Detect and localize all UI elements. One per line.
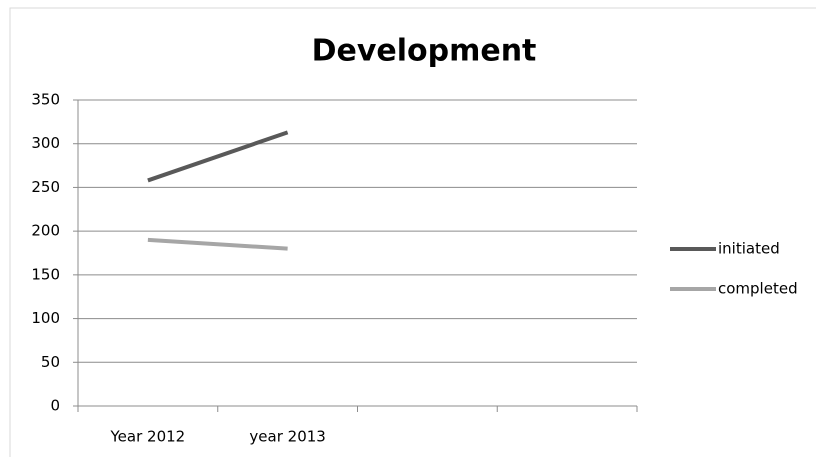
y-tick-label: 150 — [31, 265, 60, 283]
x-tick-label: year 2013 — [249, 428, 325, 446]
legend-label: initiated — [718, 240, 780, 258]
y-tick-label: 350 — [31, 91, 60, 109]
x-tick-label: Year 2012 — [110, 428, 186, 446]
y-tick-label: 50 — [41, 353, 60, 371]
legend-label: completed — [718, 280, 798, 298]
y-tick-label: 250 — [31, 178, 60, 196]
chart-frame — [9, 7, 816, 457]
y-tick-label: 0 — [50, 397, 60, 415]
y-tick-label: 100 — [31, 309, 60, 327]
series-line — [147, 237, 288, 251]
y-tick-label: 200 — [31, 222, 60, 240]
y-tick-label: 300 — [31, 134, 60, 152]
series-line — [147, 130, 289, 183]
chart-title: Development — [312, 34, 537, 69]
